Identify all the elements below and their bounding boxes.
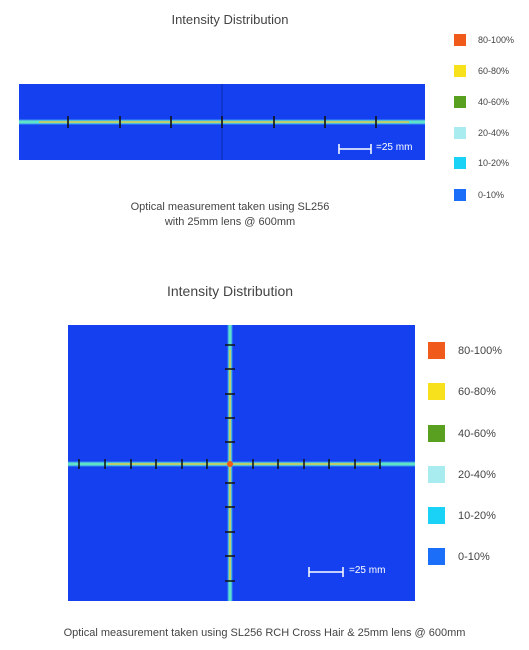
legend-label: 20-40%: [478, 128, 510, 138]
legend-item: 0-10%: [428, 548, 490, 565]
top-intensity-panel: =25 mm: [19, 84, 425, 160]
top-caption: Optical measurement taken using SL256 wi…: [80, 200, 380, 230]
bottom-caption: Optical measurement taken using SL256 RC…: [63, 627, 466, 639]
legend-swatch: [428, 466, 445, 483]
legend-swatch: [428, 342, 445, 359]
top-line-beam: [19, 84, 425, 160]
legend-label: 80-100%: [458, 344, 503, 357]
legend-label: 60-80%: [458, 385, 496, 398]
vertical-tick-marks: [225, 344, 235, 582]
legend-swatch: [428, 548, 445, 565]
scale-bar-icon: [308, 567, 344, 577]
legend-swatch: [454, 65, 466, 77]
legend-label: 20-40%: [458, 468, 496, 481]
bottom-intensity-panel: =25 mm: [68, 325, 415, 601]
legend-item: 80-100%: [428, 342, 502, 359]
top-scale-bar: =25 mm: [338, 142, 425, 156]
horizontal-tick-marks: [78, 459, 381, 469]
legend-item: 0-10%: [454, 189, 504, 201]
legend-label: 80-100%: [478, 35, 515, 45]
legend-item: 60-80%: [428, 383, 496, 400]
legend-swatch: [428, 425, 445, 442]
legend-swatch: [454, 96, 466, 108]
bottom-title: Intensity Distribution: [166, 283, 294, 299]
crosshair-beam: [68, 325, 415, 601]
scale-bar-icon: [338, 144, 372, 154]
legend-swatch: [428, 507, 445, 524]
legend-swatch: [454, 189, 466, 201]
legend-label: 10-20%: [478, 158, 510, 168]
top-caption-line1: Optical measurement taken using SL256: [130, 201, 330, 213]
legend-label: 60-80%: [478, 66, 510, 76]
legend-label: 40-60%: [478, 97, 510, 107]
legend-item: 80-100%: [454, 34, 514, 46]
legend-item: 20-40%: [428, 466, 496, 483]
legend-item: 10-20%: [454, 157, 509, 169]
legend-label: 10-20%: [458, 509, 496, 522]
top-tick-marks: [67, 116, 377, 128]
legend-swatch: [454, 127, 466, 139]
legend-item: 40-60%: [428, 425, 496, 442]
legend-label: 40-60%: [458, 427, 496, 440]
top-caption-line2: with 25mm lens @ 600mm: [164, 216, 296, 228]
bottom-scale-bar: =25 mm: [308, 565, 408, 579]
legend-item: 40-60%: [454, 96, 509, 108]
top-legend: 80-100% 60-80% 40-60% 20-40% 10-20% 0-10…: [454, 30, 529, 210]
top-title: Intensity Distribution: [171, 12, 289, 27]
legend-swatch: [428, 383, 445, 400]
legend-label: 0-10%: [478, 190, 505, 200]
legend-label: 0-10%: [458, 550, 490, 563]
legend-swatch: [454, 157, 466, 169]
top-scale-label: =25 mm: [376, 142, 413, 153]
legend-item: 20-40%: [454, 127, 509, 139]
legend-item: 10-20%: [428, 507, 496, 524]
bottom-legend: 80-100% 60-80% 40-60% 20-40% 10-20% 0-10…: [428, 342, 528, 572]
bottom-scale-label: =25 mm: [349, 565, 386, 576]
legend-item: 60-80%: [454, 65, 509, 77]
legend-swatch: [454, 34, 466, 46]
